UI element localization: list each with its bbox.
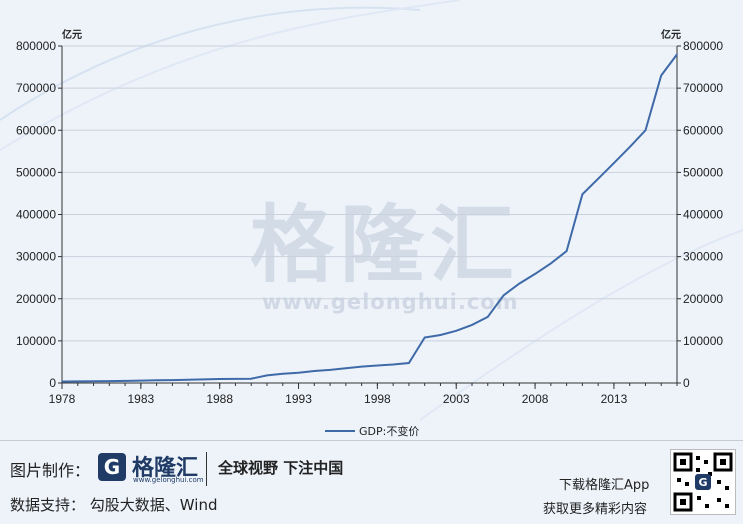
data-point <box>423 336 426 339</box>
grid <box>62 45 677 384</box>
y-tick-label-left: 400000 <box>16 208 56 222</box>
gelonghui-logo-icon: G <box>98 453 126 481</box>
y-tick-label-left: 600000 <box>16 123 56 137</box>
data-point <box>297 371 300 374</box>
data-point <box>597 177 599 180</box>
data-point <box>581 193 584 196</box>
data-point <box>471 324 473 326</box>
slogan: 全球视野 下注中国 <box>218 459 344 477</box>
svg-text:G: G <box>698 476 707 489</box>
y-tick-label-left: 0 <box>49 376 56 390</box>
watermark-brand: 格隆汇 <box>250 196 521 294</box>
data-point <box>550 262 552 265</box>
data-point <box>313 370 316 372</box>
data-point <box>140 379 142 382</box>
data-point <box>234 378 237 380</box>
data-point <box>171 379 174 381</box>
download-app-text: 下载格隆汇App <box>559 478 650 493</box>
legend-label: GDP:不变价 <box>359 424 419 438</box>
x-tick-label: 1978 <box>49 392 76 406</box>
x-tick-label: 1983 <box>127 392 154 406</box>
y-tick-label-left: 800000 <box>16 39 56 53</box>
footer-divider <box>0 440 743 441</box>
y-tick-label-left: 700000 <box>16 81 56 95</box>
y-tick-label-right: 400000 <box>683 208 723 222</box>
data-point <box>108 380 111 382</box>
y-tick-label-left: 300000 <box>16 250 56 264</box>
logo-text: 格隆汇 <box>132 456 199 481</box>
x-tick-label: 1988 <box>206 392 233 406</box>
data-source: 数据支持： 勾股大数据、Wind <box>10 496 218 514</box>
data-point <box>61 380 63 383</box>
data-point <box>487 316 489 318</box>
data-point <box>628 146 631 148</box>
gdp-chart: 0 0 100000 100000 200000 200000 300000 300000 40… <box>16 28 723 438</box>
data-point <box>329 369 331 371</box>
y-tick-label-right: 300000 <box>683 250 723 264</box>
qr-code-icon[interactable]: G <box>670 449 736 515</box>
data-point <box>534 273 536 275</box>
y-tick-label-right: 500000 <box>683 165 723 179</box>
data-point <box>376 364 379 367</box>
y-unit-left: 亿元 <box>62 28 82 41</box>
data-point <box>92 380 95 383</box>
series-line-gdp <box>61 53 678 383</box>
watermark-url: www.gelonghui.com <box>262 290 519 314</box>
data-point <box>565 250 568 252</box>
data-point <box>660 74 662 77</box>
data-point <box>439 334 442 336</box>
data-point <box>644 129 647 132</box>
data-point <box>408 362 410 364</box>
y-tick-label-right: 700000 <box>683 81 723 95</box>
y-unit-right: 亿元 <box>661 28 681 41</box>
y-tick-label-left: 100000 <box>16 334 56 348</box>
x-tick-label: 1993 <box>285 392 312 406</box>
data-point <box>266 374 268 377</box>
y-tick-label-left: 500000 <box>16 165 56 179</box>
x-tick-label: 1998 <box>364 392 391 406</box>
legend: GDP:不变价 <box>325 424 419 438</box>
data-point <box>676 53 678 56</box>
made-by-label: 图片制作： <box>10 461 91 480</box>
y-tick-label-left: 200000 <box>16 292 56 306</box>
y-tick-label-right: 200000 <box>683 292 723 306</box>
data-point <box>203 378 205 381</box>
more-content-text: 获取更多精彩内容 <box>543 502 648 517</box>
y-tick-label-right: 100000 <box>683 334 723 348</box>
y-tick-label-right: 800000 <box>683 39 723 53</box>
data-point <box>613 162 615 164</box>
x-tick-label: 2003 <box>443 392 470 406</box>
y-tick-label-right: 600000 <box>683 123 723 137</box>
data-point <box>392 363 395 366</box>
series-layer <box>61 53 678 383</box>
data-point <box>250 377 252 380</box>
logo-url: www.gelonghui.com <box>133 476 204 484</box>
y-tick-label-right: 0 <box>683 376 690 390</box>
data-point <box>124 380 126 382</box>
x-tick-label: 2013 <box>601 392 628 406</box>
data-point <box>502 294 505 297</box>
data-point <box>155 379 158 382</box>
data-point <box>77 380 79 383</box>
data-point <box>187 379 189 381</box>
data-point <box>282 372 284 375</box>
data-point <box>218 378 221 380</box>
data-point <box>518 282 521 285</box>
data-point <box>345 367 347 370</box>
data-point <box>360 365 363 368</box>
data-point <box>455 330 458 332</box>
footer-separator <box>206 452 207 486</box>
axes: 0 0 100000 100000 200000 200000 300000 300000 40… <box>16 28 723 406</box>
x-tick-label: 2008 <box>522 392 549 406</box>
